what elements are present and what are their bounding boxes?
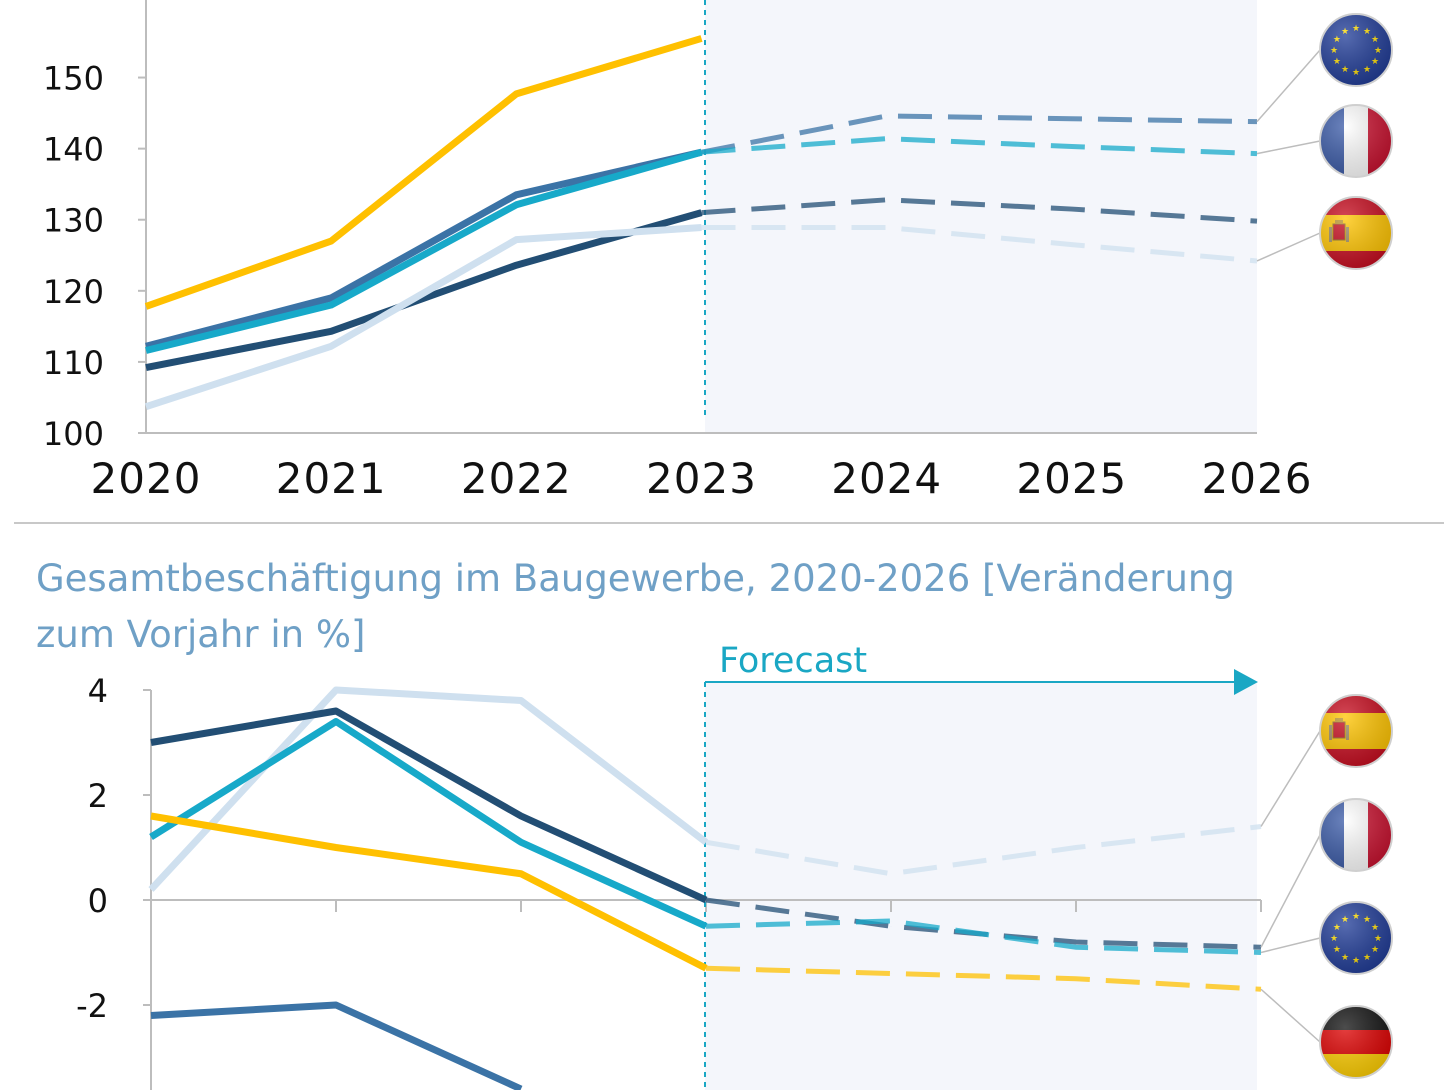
leader-line: [1260, 730, 1321, 827]
leader-line: [1260, 937, 1321, 954]
y-tick-label: 110: [43, 344, 104, 382]
chart-title-line-2: zum Vorjahr in %]: [36, 613, 365, 656]
x-tick-label: 2023: [646, 454, 757, 503]
forecast-label: Forecast: [719, 641, 867, 681]
series-line-forecast: [701, 113, 1258, 155]
series-group: [148, 686, 1262, 1090]
legend-flags: ★★★★★★★★★★★★: [1256, 13, 1393, 270]
y-tick-label: 140: [43, 131, 104, 169]
spain-flag-icon: [1319, 694, 1393, 768]
series-line-actual: [144, 35, 703, 310]
germany-flag-icon: [1319, 1005, 1393, 1079]
series-line-actual: [150, 707, 708, 904]
leader-line: [1256, 232, 1321, 262]
series-line-actual: [149, 718, 708, 930]
y-tick-label: 2: [88, 777, 108, 815]
x-axis-tick-marks: [335, 900, 1262, 912]
forecast-arrow-head: [1234, 669, 1258, 695]
series-group: [144, 35, 1258, 411]
y-tick-label: 120: [43, 273, 104, 311]
france-flag-icon: [1319, 798, 1393, 872]
bottom-chart: Gesamtbeschäftigung im Baugewerbe, 2020-…: [36, 557, 1393, 1090]
series-line-actual: [150, 1001, 523, 1090]
x-tick-label: 2025: [1016, 454, 1127, 503]
y-tick-label: 0: [88, 882, 108, 920]
y-tick-label: 100: [43, 415, 104, 453]
y-tick-label: 4: [88, 672, 108, 710]
leader-line: [1260, 834, 1321, 948]
series-line-actual: [148, 686, 709, 892]
y-tick-label: -2: [76, 987, 108, 1025]
x-tick-label: 2022: [461, 454, 572, 503]
forecast-shade: [705, 682, 1257, 1090]
y-axis-ticks: -2 0 2 4: [76, 672, 151, 1025]
chart-title-line-1: Gesamtbeschäftigung im Baugewerbe, 2020-…: [36, 557, 1235, 600]
series-line-forecast: [701, 197, 1258, 224]
series-line-forecast: [705, 965, 1262, 992]
series-line-forecast: [701, 225, 1258, 264]
y-tick-label: 130: [43, 202, 104, 240]
series-line-forecast: [701, 136, 1258, 157]
france-flag-icon: [1319, 104, 1393, 178]
series-line-actual: [150, 812, 708, 972]
leader-line: [1260, 988, 1321, 1043]
x-axis-ticks: 2020 2021 2022 2023 2024 2025 2026: [91, 454, 1313, 503]
series-line-forecast: [705, 918, 1262, 955]
x-tick-label: 2021: [276, 454, 387, 503]
x-tick-label: 2024: [831, 454, 942, 503]
x-tick-label: 2026: [1202, 454, 1313, 503]
y-axis-ticks: 100 110 120 130 140 150: [43, 60, 146, 453]
eu-flag-icon: ★★★★★★★★★★★★: [1319, 901, 1393, 975]
series-line-actual: [145, 148, 703, 350]
x-tick-label: 2020: [91, 454, 202, 503]
series-line-actual: [144, 224, 702, 411]
y-tick-label: 150: [43, 60, 104, 98]
series-line-actual: [145, 209, 703, 372]
legend-flags: ★★★★★★★★★★★★: [1260, 694, 1393, 1079]
leader-line: [1256, 49, 1321, 123]
spain-flag-icon: [1319, 196, 1393, 270]
eu-flag-icon: ★★★★★★★★★★★★: [1319, 13, 1393, 87]
leader-line: [1256, 140, 1321, 155]
series-line-forecast: [705, 824, 1262, 877]
series-line-actual: [145, 148, 703, 354]
